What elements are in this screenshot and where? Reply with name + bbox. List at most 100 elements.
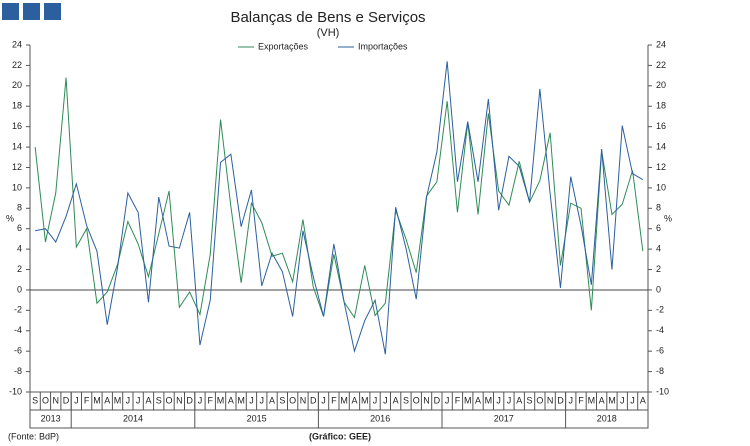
x-tick-label: A <box>104 395 110 405</box>
y2-tick-label: 0 <box>656 284 661 294</box>
x-tick-label: S <box>279 395 285 405</box>
x-tick-label: D <box>186 395 193 405</box>
x-tick-label: A <box>269 395 275 405</box>
x-tick-label: S <box>527 395 533 405</box>
year-label: 2018 <box>597 413 617 423</box>
x-tick-label: D <box>557 395 564 405</box>
y2-tick-label: 8 <box>656 203 661 213</box>
x-tick-label: J <box>74 395 79 405</box>
year-label: 2015 <box>247 413 267 423</box>
x-tick-label: F <box>84 395 90 405</box>
y-tick-label: -8 <box>14 366 22 376</box>
x-tick-label: M <box>608 395 616 405</box>
x-tick-label: J <box>198 395 203 405</box>
year-label: 2013 <box>41 413 61 423</box>
chart-title: Balanças de Bens e Serviços <box>230 9 425 26</box>
series-line <box>34 77 644 319</box>
y2-tick-label: 16 <box>656 121 666 131</box>
y-tick-label: 12 <box>12 162 22 172</box>
logo-square <box>44 3 61 20</box>
y-tick-label: -4 <box>14 325 22 335</box>
y2-tick-label: -4 <box>656 325 664 335</box>
x-tick-label: M <box>485 395 493 405</box>
y2-tick-label: 24 <box>656 39 666 49</box>
y2-tick-label: 2 <box>656 264 661 274</box>
y2-tick-label: 22 <box>656 60 666 70</box>
chart-subtitle: (VH) <box>317 27 340 39</box>
y-tick-label: 0 <box>17 284 22 294</box>
x-tick-label: O <box>413 395 420 405</box>
y-tick-label: -6 <box>14 346 22 356</box>
x-tick-label: N <box>53 395 60 405</box>
x-tick-label: O <box>536 395 543 405</box>
x-tick-label: J <box>249 395 254 405</box>
x-tick-label: A <box>351 395 357 405</box>
y-tick-label: 20 <box>12 80 22 90</box>
year-label: 2017 <box>494 413 514 423</box>
x-tick-label: S <box>156 395 162 405</box>
x-tick-label: A <box>599 395 605 405</box>
y-tick-label: 16 <box>12 121 22 131</box>
x-tick-label: D <box>434 395 441 405</box>
x-tick-label: F <box>455 395 461 405</box>
y-tick-label: 18 <box>12 101 22 111</box>
x-tick-label: J <box>630 395 635 405</box>
y-tick-label: 6 <box>17 223 22 233</box>
y2-tick-label: 14 <box>656 141 666 151</box>
y-tick-label: -10 <box>9 386 22 396</box>
y-tick-label: 8 <box>17 203 22 213</box>
y-tick-label: 10 <box>12 182 22 192</box>
x-tick-label: N <box>176 395 183 405</box>
year-label: 2016 <box>370 413 390 423</box>
y-tick-label: 22 <box>12 60 22 70</box>
x-tick-label: O <box>289 395 296 405</box>
x-tick-label: J <box>126 395 131 405</box>
y2-tick-label: -2 <box>656 305 664 315</box>
y2-tick-label: 20 <box>656 80 666 90</box>
x-tick-label: J <box>620 395 625 405</box>
x-tick-label: O <box>166 395 173 405</box>
x-tick-label: M <box>93 395 101 405</box>
x-tick-label: M <box>114 395 122 405</box>
x-tick-label: N <box>300 395 307 405</box>
x-tick-label: M <box>588 395 596 405</box>
y-tick-label: -2 <box>14 305 22 315</box>
y-tick-label: 24 <box>12 39 22 49</box>
y2-tick-label: 12 <box>656 162 666 172</box>
x-tick-label: A <box>640 395 646 405</box>
x-tick-label: M <box>464 395 472 405</box>
x-tick-label: J <box>136 395 141 405</box>
x-tick-label: A <box>393 395 399 405</box>
x-tick-label: A <box>475 395 481 405</box>
x-tick-label: N <box>423 395 430 405</box>
logo-square <box>2 3 19 20</box>
x-tick-label: M <box>217 395 225 405</box>
y2-tick-label: 6 <box>656 223 661 233</box>
legend-label: Exportações <box>258 41 309 51</box>
y2-tick-label: -8 <box>656 366 664 376</box>
legend-label: Importações <box>358 41 408 51</box>
x-tick-label: M <box>237 395 245 405</box>
credit-note: (Gráfico: GEE) <box>309 431 371 441</box>
x-tick-label: J <box>260 395 265 405</box>
x-tick-label: D <box>310 395 317 405</box>
source-note: (Fonte: BdP) <box>8 431 59 441</box>
x-tick-label: D <box>63 395 70 405</box>
x-tick-label: O <box>42 395 49 405</box>
y-tick-label: 4 <box>17 243 22 253</box>
x-tick-label: J <box>569 395 574 405</box>
y2-axis-label: % <box>664 213 672 223</box>
x-tick-label: A <box>145 395 151 405</box>
series-line <box>35 61 644 355</box>
y2-tick-label: -6 <box>656 346 664 356</box>
x-tick-label: J <box>383 395 388 405</box>
logo-square <box>23 3 40 20</box>
x-tick-label: M <box>361 395 369 405</box>
x-tick-label: S <box>403 395 409 405</box>
x-tick-label: J <box>321 395 326 405</box>
y-axis-label: % <box>6 213 14 223</box>
x-tick-label: F <box>578 395 584 405</box>
x-tick-label: J <box>496 395 501 405</box>
x-tick-label: M <box>340 395 348 405</box>
